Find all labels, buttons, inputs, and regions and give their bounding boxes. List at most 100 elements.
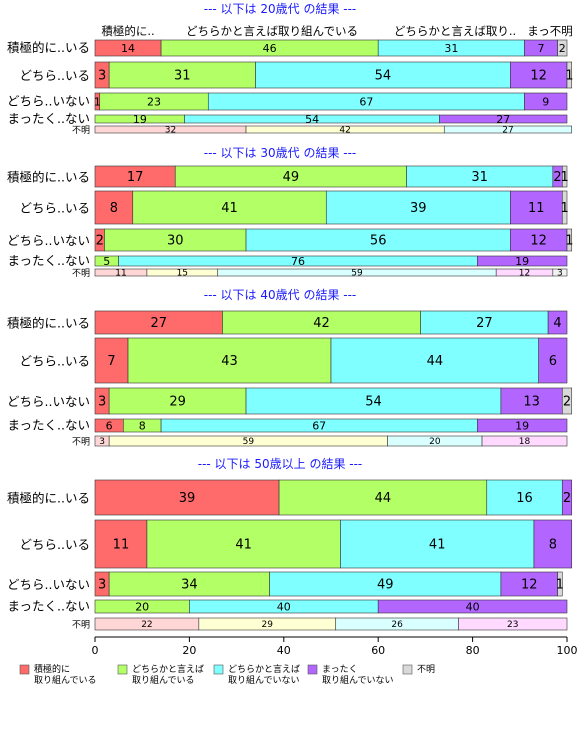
data-label: 54 [375, 69, 392, 84]
x-tick-label: 80 [466, 644, 480, 657]
bar-segment [108, 387, 247, 415]
bar-segment [561, 165, 568, 188]
data-label: 1 [94, 95, 101, 108]
data-label: 11 [113, 538, 130, 553]
data-label: 3 [557, 269, 563, 279]
data-label: 59 [243, 437, 255, 447]
bar-segment [127, 337, 332, 384]
row-label: 積極的に..いる [7, 40, 90, 55]
panel-title-2: --- 以下は 40歳代 の結果 --- [204, 288, 357, 302]
bar-segment [500, 571, 558, 597]
bar-segment [524, 92, 568, 111]
bar-segment [477, 418, 568, 433]
data-label: 44 [427, 354, 444, 369]
data-label: 27 [496, 113, 510, 126]
data-label: 27 [476, 316, 493, 331]
data-label: 20 [135, 600, 149, 613]
data-label: 2 [559, 42, 566, 55]
data-label: 8 [549, 538, 557, 553]
data-label: 11 [528, 201, 545, 216]
data-label: 8 [110, 201, 118, 216]
data-label: 3 [98, 69, 106, 84]
data-label: 54 [365, 395, 382, 410]
data-label: 1 [556, 578, 564, 593]
data-label: 43 [221, 354, 238, 369]
data-label: 41 [429, 538, 446, 553]
x-tick-label: 100 [557, 644, 578, 657]
data-label: 19 [515, 255, 529, 268]
top-header-0: 積極的に.. [101, 24, 154, 38]
data-label: 40 [466, 600, 480, 613]
bar-segment [377, 599, 568, 614]
bar-segment [439, 114, 568, 124]
row-label: まったく..ない [8, 418, 90, 433]
data-label: 29 [262, 620, 274, 630]
data-label: 29 [169, 395, 186, 410]
bar-segment [94, 519, 148, 569]
top-header-3: まっ不明 [527, 24, 573, 38]
bar-segment [500, 387, 563, 415]
row-label: 不明 [72, 436, 90, 447]
data-label: 41 [221, 201, 238, 216]
legend-label: 取り組んでいない [322, 674, 394, 686]
legend-label: 取り組んでいる [132, 674, 195, 686]
data-label: 30 [167, 234, 184, 249]
data-label: 7 [107, 354, 115, 369]
data-label: 46 [263, 42, 277, 55]
x-tick-label: 40 [277, 644, 291, 657]
top-header-1: どちらかと言えば取り組んでいる [186, 24, 358, 38]
data-label: 17 [127, 170, 144, 185]
data-label: 1 [565, 69, 573, 84]
legend-swatch [307, 664, 318, 675]
row-label: 不明 [72, 268, 90, 279]
data-label: 22 [141, 620, 152, 630]
bar-segment [561, 190, 568, 225]
data-label: 12 [521, 578, 538, 593]
row-label: 不明 [72, 125, 90, 136]
bar-segment [547, 310, 568, 335]
data-label: 2 [563, 395, 571, 410]
data-label: 13 [523, 395, 540, 410]
data-label: 31 [471, 170, 488, 185]
data-label: 26 [391, 620, 403, 630]
data-label: 27 [150, 316, 167, 331]
bar-segment [94, 337, 129, 384]
bar-segment [477, 255, 568, 267]
row-label: どちら..いない [7, 94, 90, 109]
data-label: 6 [106, 419, 113, 432]
row-label: どちら..いる [20, 200, 90, 215]
data-label: 7 [538, 42, 545, 55]
data-label: 5 [103, 255, 110, 268]
bar-segment [325, 190, 511, 225]
data-label: 40 [277, 600, 291, 613]
bar-segment [481, 435, 568, 447]
legend-swatch [213, 664, 224, 675]
bar-segment [561, 387, 573, 415]
bar-segment [245, 387, 502, 415]
data-label: 20 [429, 437, 441, 447]
x-tick-label: 60 [371, 644, 385, 657]
x-tick-label: 20 [182, 644, 196, 657]
data-label: 39 [179, 491, 196, 506]
row-label: 積極的に..いる [7, 169, 90, 184]
row-label: どちら..いない [7, 233, 90, 248]
row-label: どちら..いない [7, 577, 90, 592]
bar-segment [557, 571, 563, 597]
data-label: 12 [530, 234, 547, 249]
bar-segment [269, 571, 502, 597]
bar-segment [561, 479, 573, 516]
data-label: 3 [98, 395, 106, 410]
bar-segment [278, 479, 488, 516]
bar-segment [566, 228, 573, 252]
legend-swatch [19, 664, 30, 675]
data-label: 34 [181, 578, 198, 593]
bar-segment [146, 519, 341, 569]
data-label: 12 [530, 69, 547, 84]
data-label: 54 [305, 113, 319, 126]
bar-segment [443, 125, 573, 134]
legend-label: どちらかと言えば [228, 663, 300, 675]
row-label: 積極的に..いる [7, 490, 90, 505]
bar-segment [108, 571, 270, 597]
bar-segment [94, 479, 280, 516]
